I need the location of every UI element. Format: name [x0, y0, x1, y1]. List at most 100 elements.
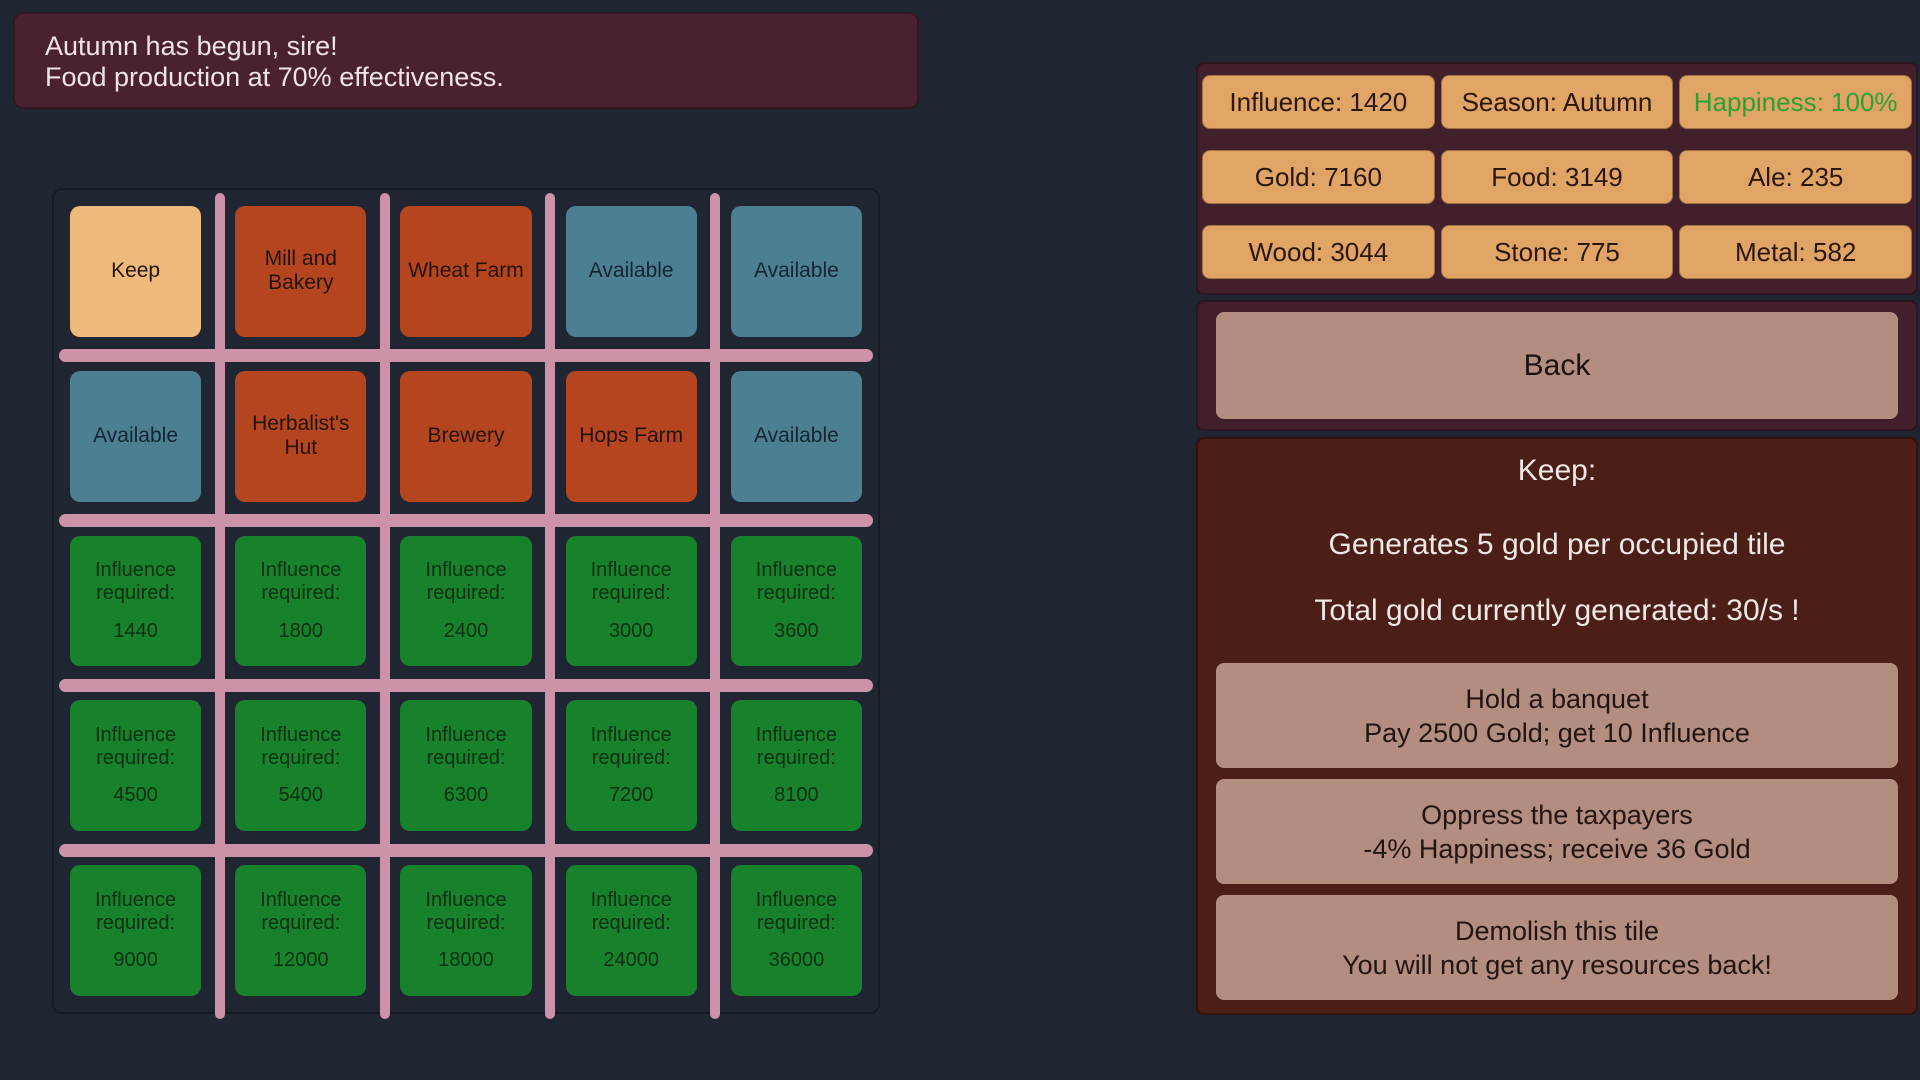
tile-locked[interactable]: Influence required: 36000	[730, 865, 862, 996]
tile-label: Available	[93, 424, 179, 448]
tile-locked[interactable]: Influence required: 9000	[70, 865, 202, 996]
tile-locked[interactable]: Influence required: 7200	[565, 700, 697, 832]
tile-influence-cost: 3600	[774, 619, 819, 642]
notification-line-1: Autumn has begun, sire!	[45, 31, 338, 61]
notification-banner: Autumn has begun, sire! Food production …	[13, 12, 919, 109]
tile-label: Hops Farm	[579, 424, 684, 448]
resource-gold[interactable]: Gold: 7160	[1202, 150, 1435, 204]
oppress-taxpayers-button[interactable]: Oppress the taxpayers -4% Happiness; rec…	[1216, 779, 1898, 884]
tile-grid: Keep Mill and Bakery Wheat Farm Availabl…	[54, 190, 878, 1012]
tile-info-status: Total gold currently generated: 30/s !	[1314, 594, 1800, 627]
tile-keep[interactable]: Keep	[70, 206, 202, 337]
resource-metal[interactable]: Metal: 582	[1679, 225, 1912, 279]
tile-influence-cost: 6300	[443, 784, 489, 807]
action-label: Oppress the taxpayers	[1421, 799, 1693, 830]
resource-panel: Influence: 1420 Season: Autumn Happiness…	[1196, 62, 1918, 295]
tile-locked[interactable]: Influence required: 4500	[70, 700, 202, 832]
resource-wood[interactable]: Wood: 3044	[1202, 225, 1435, 279]
notification-line-2: Food production at 70% effectiveness.	[45, 62, 504, 92]
tile-label: Influence required:	[95, 724, 177, 770]
action-label: Hold a banquet	[1465, 683, 1649, 714]
tile-wheat-farm[interactable]: Wheat Farm	[400, 206, 532, 337]
tile-locked[interactable]: Influence required: 6300	[400, 700, 532, 832]
tile-label: Influence required:	[95, 888, 177, 934]
grid-divider-horizontal	[59, 514, 873, 527]
tile-label: Available	[753, 259, 839, 283]
tile-brewery[interactable]: Brewery	[400, 370, 532, 502]
tile-influence-cost: 1800	[278, 619, 324, 642]
tile-label: Influence required:	[755, 559, 837, 605]
tile-label: Available	[588, 259, 674, 283]
tile-influence-cost: 12000	[272, 949, 329, 972]
resource-food[interactable]: Food: 3149	[1440, 150, 1674, 204]
tile-influence-cost: 18000	[438, 949, 494, 972]
tile-label: Influence required:	[425, 724, 507, 770]
tile-mill-and-bakery[interactable]: Mill and Bakery	[235, 206, 367, 337]
tile-influence-cost: 24000	[603, 949, 659, 972]
tile-influence-cost: 4500	[113, 784, 158, 807]
resource-season[interactable]: Season: Autumn	[1440, 75, 1674, 129]
tile-locked[interactable]: Influence required: 2400	[400, 535, 532, 667]
action-detail: You will not get any resources back!	[1342, 949, 1772, 980]
tile-label: Influence required:	[260, 888, 342, 934]
demolish-tile-button[interactable]: Demolish this tile You will not get any …	[1216, 895, 1898, 1000]
building-grid: Keep Mill and Bakery Wheat Farm Availabl…	[52, 188, 880, 1019]
hold-banquet-button[interactable]: Hold a banquet Pay 2500 Gold; get 10 Inf…	[1216, 663, 1898, 768]
back-button[interactable]: Back	[1216, 312, 1898, 419]
tile-influence-cost: 5400	[278, 784, 324, 807]
grid-divider-vertical	[545, 193, 555, 1019]
tile-available[interactable]: Available	[70, 370, 202, 502]
grid-divider-horizontal	[59, 679, 873, 692]
tile-locked[interactable]: Influence required: 1440	[70, 535, 202, 667]
resource-happiness[interactable]: Happiness: 100%	[1679, 75, 1912, 129]
tile-locked[interactable]: Influence required: 12000	[235, 865, 367, 996]
tile-influence-cost: 36000	[768, 949, 825, 972]
tile-locked[interactable]: Influence required: 3000	[565, 535, 697, 667]
tile-herbalists-hut[interactable]: Herbalist's Hut	[235, 370, 367, 502]
resource-stone[interactable]: Stone: 775	[1440, 225, 1674, 279]
tile-label: Influence required:	[755, 724, 837, 770]
tile-locked[interactable]: Influence required: 1800	[235, 535, 367, 667]
action-detail: Pay 2500 Gold; get 10 Influence	[1364, 717, 1750, 748]
tile-available[interactable]: Available	[730, 206, 862, 337]
tile-label: Wheat Farm	[408, 259, 524, 283]
tile-locked[interactable]: Influence required: 3600	[730, 535, 862, 667]
tile-label: Herbalist's Hut	[252, 411, 350, 460]
tile-available[interactable]: Available	[565, 206, 697, 337]
tile-influence-cost: 1440	[113, 619, 158, 642]
tile-actions: Hold a banquet Pay 2500 Gold; get 10 Inf…	[1198, 663, 1916, 1000]
resource-influence[interactable]: Influence: 1420	[1202, 75, 1435, 129]
tile-label: Influence required:	[425, 559, 507, 605]
grid-divider-vertical	[215, 193, 225, 1019]
tile-influence-cost: 2400	[443, 619, 489, 642]
tile-label: Available	[753, 424, 839, 448]
tile-label: Brewery	[427, 424, 505, 448]
tile-info-title: Keep:	[1517, 454, 1597, 487]
tile-label: Mill and Bakery	[264, 247, 337, 295]
tile-influence-cost: 8100	[774, 784, 819, 807]
action-label: Demolish this tile	[1454, 915, 1660, 946]
tile-available[interactable]: Available	[730, 370, 862, 502]
tile-locked[interactable]: Influence required: 24000	[565, 865, 697, 996]
grid-divider-vertical	[380, 193, 390, 1019]
tile-locked[interactable]: Influence required: 5400	[235, 700, 367, 832]
tile-hops-farm[interactable]: Hops Farm	[565, 370, 697, 502]
tile-label: Influence required:	[590, 888, 672, 934]
back-panel: Back	[1196, 300, 1918, 431]
tile-label: Influence required:	[95, 559, 177, 605]
grid-divider-vertical	[710, 193, 720, 1019]
tile-label: Influence required:	[260, 559, 342, 605]
tile-label: Influence required:	[425, 888, 507, 934]
tile-label: Keep	[111, 259, 161, 283]
tile-locked[interactable]: Influence required: 18000	[400, 865, 532, 996]
tile-label: Influence required:	[755, 888, 837, 934]
tile-locked[interactable]: Influence required: 8100	[730, 700, 862, 832]
tile-influence-cost: 9000	[113, 949, 158, 972]
tile-label: Influence required:	[590, 559, 672, 605]
grid-divider-horizontal	[59, 844, 873, 857]
tile-influence-cost: 7200	[608, 784, 654, 807]
grid-divider-horizontal	[59, 349, 873, 362]
resource-ale[interactable]: Ale: 235	[1679, 150, 1912, 204]
tile-label: Influence required:	[590, 724, 672, 770]
